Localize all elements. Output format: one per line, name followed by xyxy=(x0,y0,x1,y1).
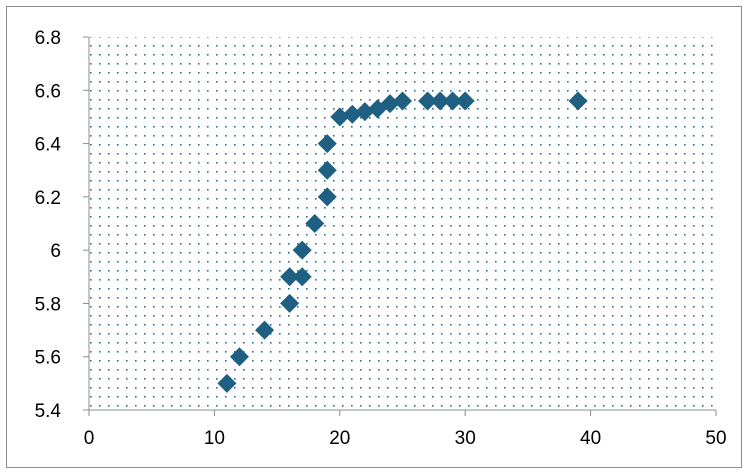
x-tick-label: 30 xyxy=(455,428,476,449)
y-tick-label: 5.4 xyxy=(35,401,62,422)
data-point xyxy=(380,94,400,114)
x-tick-label: 50 xyxy=(705,428,726,449)
data-point xyxy=(255,320,275,340)
data-point xyxy=(317,160,337,180)
y-tick-label: 6.2 xyxy=(35,188,61,209)
data-point xyxy=(292,240,312,260)
data-point xyxy=(292,267,312,287)
data-point xyxy=(455,91,475,111)
x-tick-label: 40 xyxy=(580,428,601,449)
x-tick-label: 10 xyxy=(204,428,225,449)
data-points xyxy=(217,91,588,393)
data-point xyxy=(568,91,588,111)
x-tick-label: 0 xyxy=(84,428,95,449)
data-point xyxy=(229,347,249,367)
data-point xyxy=(393,91,412,111)
y-tick-label: 6 xyxy=(50,241,61,262)
x-tick-label: 20 xyxy=(329,428,350,449)
y-tick-label: 5.6 xyxy=(35,348,61,369)
data-point xyxy=(280,293,300,313)
x-axis-ticks: 0 10 20 30 40 50 xyxy=(84,410,727,449)
data-point xyxy=(317,134,337,154)
data-point xyxy=(317,187,337,207)
data-point xyxy=(217,373,237,393)
y-tick-label: 6.4 xyxy=(35,135,62,156)
data-point xyxy=(280,267,300,287)
axes xyxy=(88,37,716,411)
data-point xyxy=(355,102,375,122)
data-point xyxy=(443,91,463,111)
y-tick-label: 5.8 xyxy=(35,294,61,315)
data-point xyxy=(330,107,350,127)
y-axis-ticks: 5.4 5.6 5.8 6 6.2 6.4 6.6 6.8 xyxy=(35,28,89,422)
y-tick-label: 6.6 xyxy=(35,81,61,102)
y-tick-label: 6.8 xyxy=(35,28,61,49)
data-point xyxy=(342,104,362,124)
data-point xyxy=(430,91,450,111)
data-point xyxy=(418,91,438,111)
data-point xyxy=(305,214,325,233)
